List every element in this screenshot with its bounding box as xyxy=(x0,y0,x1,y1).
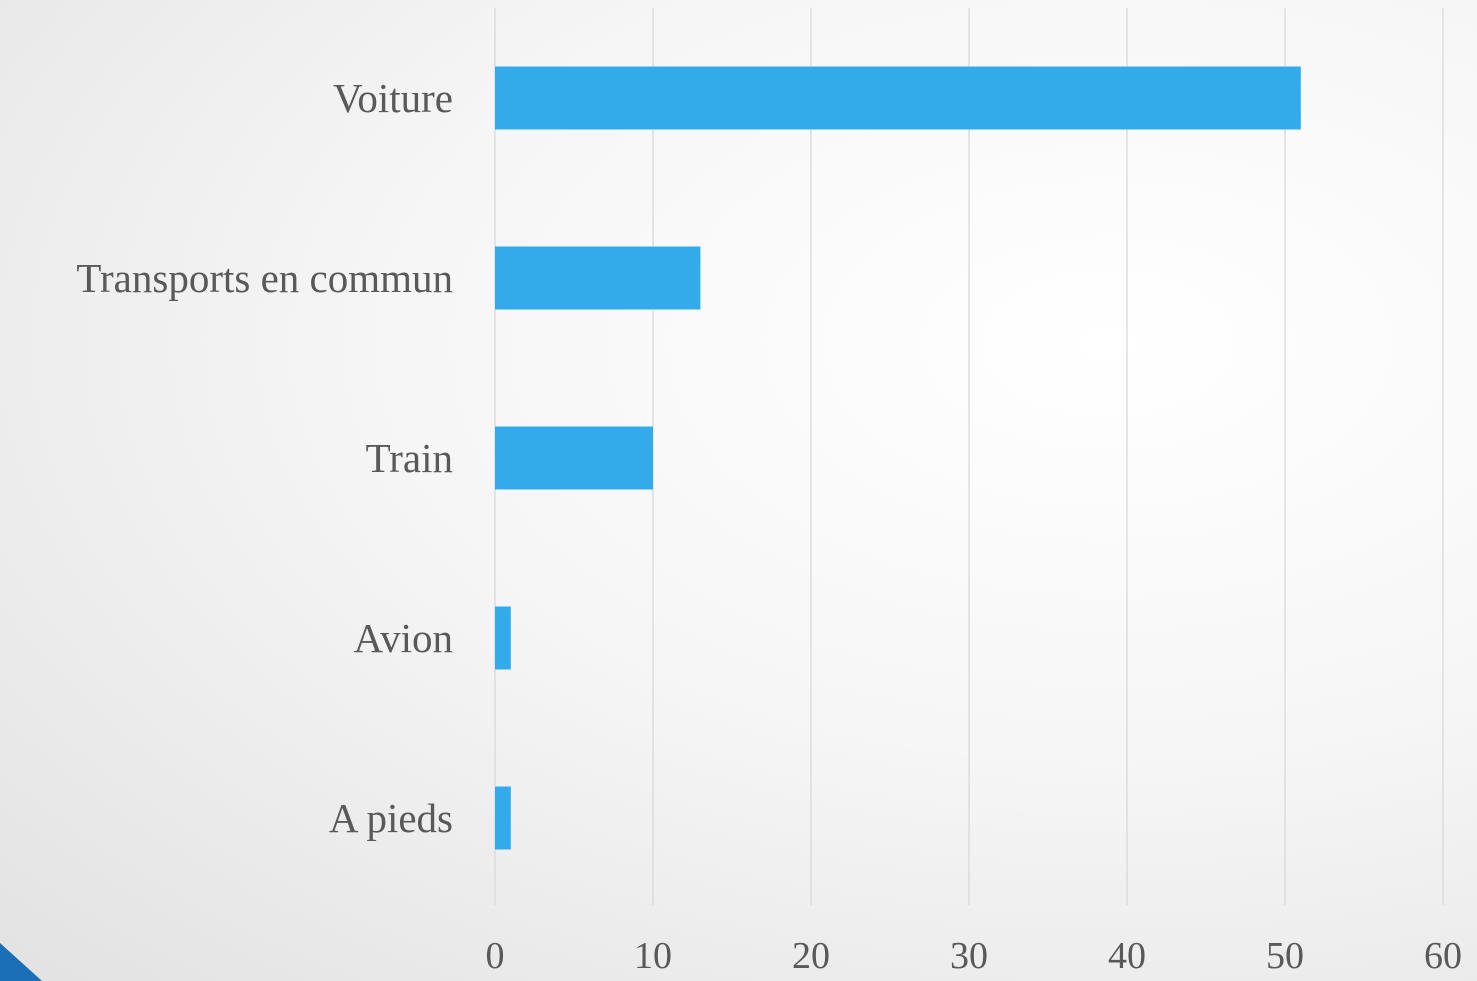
bar-transports-en-commun xyxy=(495,246,701,310)
x-tick-label: 0 xyxy=(486,935,505,977)
x-axis-tick-labels: 0 10 20 30 40 50 60 xyxy=(486,935,1463,977)
x-tick-label: 40 xyxy=(1108,935,1146,977)
bar-a-pieds xyxy=(495,786,511,850)
category-label: A pieds xyxy=(329,795,453,841)
corner-accent-shape xyxy=(0,943,42,981)
bars xyxy=(495,66,1301,850)
bar-voiture xyxy=(495,66,1301,130)
x-tick-label: 20 xyxy=(792,935,830,977)
category-label: Avion xyxy=(354,615,453,661)
category-labels: Voiture Transports en commun Train Avion A p… xyxy=(76,75,453,841)
category-label: Voiture xyxy=(333,75,453,121)
x-tick-label: 50 xyxy=(1266,935,1304,977)
category-label: Train xyxy=(366,435,453,481)
category-label: Transports en commun xyxy=(76,255,453,301)
x-tick-label: 60 xyxy=(1424,935,1462,977)
bar-train xyxy=(495,426,653,490)
grid-lines xyxy=(494,8,1444,905)
bar-avion xyxy=(495,606,511,670)
x-tick-label: 30 xyxy=(950,935,988,977)
x-tick-label: 10 xyxy=(634,935,672,977)
